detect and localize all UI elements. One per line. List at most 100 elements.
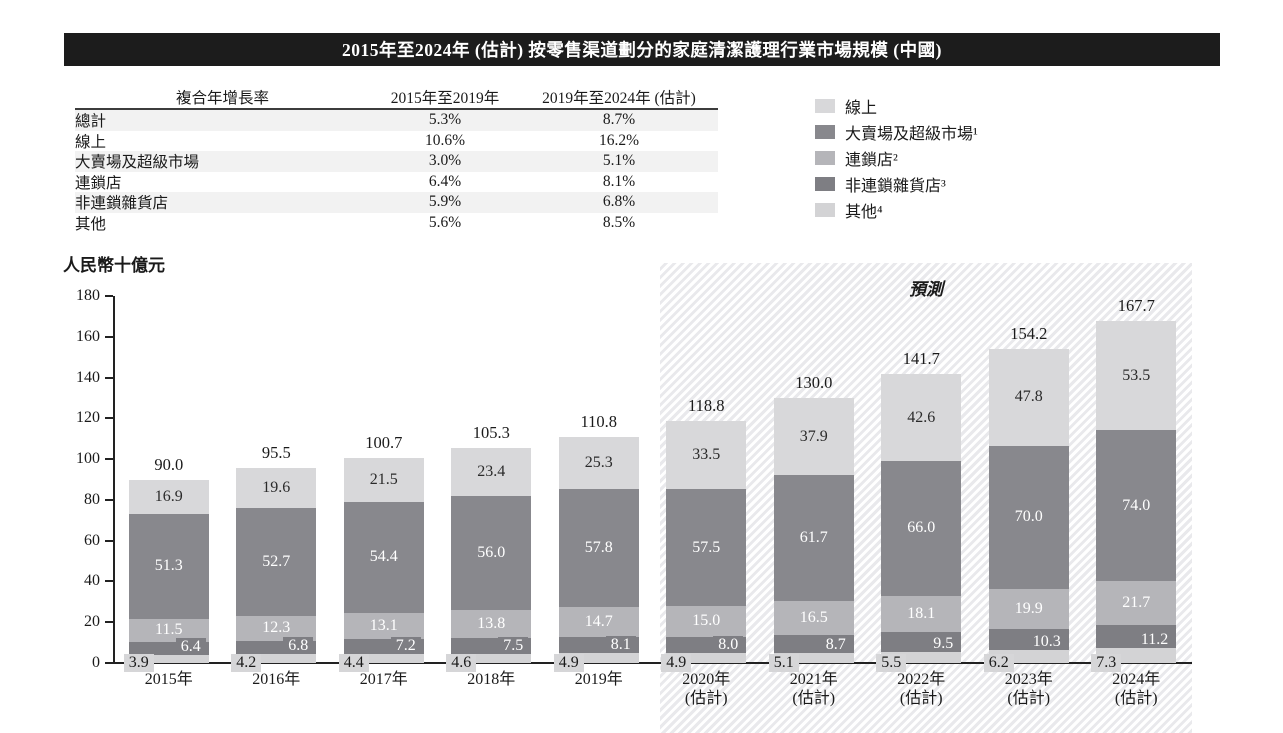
bar-segment-online: 37.9	[773, 398, 854, 476]
y-tick-label: 100	[76, 450, 100, 468]
x-axis-label: 2021年 (估計)	[789, 671, 838, 707]
y-tick-label: 40	[84, 572, 100, 590]
legend-label: 非連鎖雜貨店³	[845, 177, 946, 195]
y-tick-label: 140	[76, 368, 100, 386]
y-axis-line	[113, 296, 115, 664]
nonchain-value-badge: 8.7	[820, 635, 851, 653]
bar-segment-hyper: 52.7	[236, 508, 317, 616]
bars-area: 16.9 51.3 11.5 6.4 3.9 90.0 19.6 52.7 12.3 6.8 4.2…	[115, 263, 1190, 672]
x-axis-label: 2017年	[359, 671, 408, 688]
bar-group: 42.6 66.0 18.1 9.5 5.5	[876, 374, 962, 672]
y-tick	[105, 376, 113, 379]
nonchain-value-badge: 6.8	[283, 637, 314, 655]
bar-segment-online: 42.6	[881, 374, 962, 461]
bar-total-label: 90.0	[154, 454, 184, 474]
bar-segment-online: 21.5	[343, 457, 424, 502]
bar-total-label: 100.7	[365, 432, 403, 452]
bar-segment-hyper: 54.4	[343, 501, 424, 613]
bar-group: 21.5 54.4 13.1 7.2 4.4	[338, 457, 424, 672]
table-header-metric: 複合年增長率	[175, 89, 269, 107]
bar-group: 16.9 51.3 11.5 6.4 3.9	[123, 479, 209, 672]
y-tick	[105, 335, 113, 338]
bar-group: 19.6 52.7 12.3 6.8 4.2	[231, 468, 317, 672]
bar-segment-hyper: 56.0	[451, 496, 532, 611]
bar-slot: 47.8 70.0 19.9 10.3 6.2 154.2	[975, 263, 1083, 672]
bar-segment-online: 25.3	[558, 437, 639, 489]
x-axis-line	[113, 662, 1192, 664]
table-row: 連鎖店 6.4% 8.1%	[75, 172, 718, 193]
cagr-table: 複合年增長率 2015年至2019年 2019年至2024年 (估計) 總計 5.…	[75, 85, 718, 233]
table-header-2015-2019: 2015年至2019年	[390, 89, 500, 107]
bar-group: 53.5 74.0 21.7 11.2 7.3	[1091, 321, 1177, 672]
bar-segment-chain: 11.5	[128, 618, 209, 643]
chain-swatch-icon	[815, 150, 835, 165]
bar-segment-other	[343, 654, 424, 663]
table-cell-cagr-2015-2019: 5.6%	[428, 213, 462, 231]
nonchain-value-badge: 7.2	[390, 637, 421, 655]
other-value-badge: 3.9	[123, 654, 154, 672]
bar-slot: 19.6 52.7 12.3 6.8 4.2 95.5	[223, 263, 331, 672]
table-cell-cagr-2015-2019: 5.9%	[428, 193, 462, 211]
table-cell-label: 非連鎖雜貨店	[75, 195, 169, 213]
bar-total-label: 141.7	[902, 349, 940, 369]
bar-segment-hyper: 66.0	[881, 460, 962, 596]
bar-group: 47.8 70.0 19.9 10.3 6.2	[983, 348, 1069, 672]
bar-segment-other	[236, 654, 317, 663]
legend-label: 其他⁴	[845, 203, 883, 221]
bar-segment-hyper: 74.0	[1096, 430, 1177, 582]
table-row: 線上 10.6% 16.2%	[75, 131, 718, 152]
other-value-badge: 6.2	[983, 654, 1014, 672]
bar-segment-chain: 16.5	[773, 601, 854, 635]
other-value-badge: 5.1	[768, 654, 799, 672]
table-body: 總計 5.3% 8.7% 線上 10.6% 16.2% 大賣場及超級市場 3.0% 5.1% 連鎖…	[75, 110, 718, 233]
table-cell-cagr-2019-2024: 8.1%	[602, 172, 636, 190]
table-cell-label: 總計	[75, 113, 107, 131]
nonchain-swatch-icon	[815, 176, 835, 191]
table-cell-cagr-2019-2024: 16.2%	[598, 131, 640, 149]
bar-segment-other	[128, 655, 209, 663]
x-axis-label: 2020年 (估計)	[682, 671, 731, 707]
bar-total-label: 105.3	[472, 423, 510, 443]
y-tick	[105, 580, 113, 583]
other-value-badge: 4.2	[231, 654, 262, 672]
bar-total-label: 154.2	[1010, 323, 1048, 343]
legend-item: 大賣場及超級市場¹	[815, 122, 978, 143]
nonchain-value-badge: 9.5	[928, 634, 959, 652]
nonchain-value-badge: 10.3	[1027, 633, 1066, 651]
table-row: 非連鎖雜貨店 5.9% 6.8%	[75, 192, 718, 213]
table-cell-cagr-2019-2024: 6.8%	[602, 193, 636, 211]
x-axis-label: 2015年	[144, 671, 193, 688]
bar-segment-hyper: 57.5	[666, 488, 747, 607]
table-cell-cagr-2019-2024: 8.5%	[602, 213, 636, 231]
nonchain-value-badge: 8.1	[605, 636, 636, 654]
table-cell-label: 連鎖店	[75, 174, 122, 192]
bar-segment-chain: 13.8	[451, 610, 532, 639]
bar-segment-hyper: 57.8	[558, 488, 639, 607]
bar-group: 25.3 57.8 14.7 8.1 4.9	[553, 437, 639, 672]
legend-label: 連鎖店²	[845, 151, 898, 169]
bar-segment-online: 47.8	[988, 348, 1069, 447]
bar-group: 33.5 57.5 15.0 8.0 4.9	[661, 420, 747, 672]
bar-segment-online: 23.4	[451, 448, 532, 497]
bar-segment-chain: 15.0	[666, 606, 747, 637]
bar-segment-hyper: 51.3	[128, 513, 209, 619]
bar-segment-other	[773, 652, 854, 663]
x-axis-label: 2023年 (估計)	[1004, 671, 1053, 707]
x-axis-label: 2024年 (估計)	[1112, 671, 1161, 707]
other-swatch-icon	[815, 202, 835, 217]
y-tick	[105, 417, 113, 420]
bar-slot: 21.5 54.4 13.1 7.2 4.4 100.7	[330, 263, 438, 672]
bar-segment-chain: 19.9	[988, 588, 1069, 630]
other-value-badge: 7.3	[1091, 654, 1122, 672]
bar-segment-chain: 12.3	[236, 615, 317, 641]
bar-segment-online: 19.6	[236, 468, 317, 509]
chart-title: 2015年至2024年 (估計) 按零售渠道劃分的家庭清潔護理行業市場規模 (中…	[342, 40, 942, 60]
bar-segment-chain: 13.1	[343, 612, 424, 640]
table-row: 其他 5.6% 8.5%	[75, 213, 718, 234]
legend-label: 大賣場及超級市場¹	[845, 125, 978, 143]
bar-segment-other	[451, 653, 532, 663]
other-value-badge: 4.9	[661, 654, 692, 672]
y-tick-label: 120	[76, 409, 100, 427]
x-axis-labels: 2015年 2016年 2017年 2018年 2019年 2020年 (估計) 2021年…	[115, 670, 1190, 708]
legend-item: 其他⁴	[815, 200, 978, 221]
